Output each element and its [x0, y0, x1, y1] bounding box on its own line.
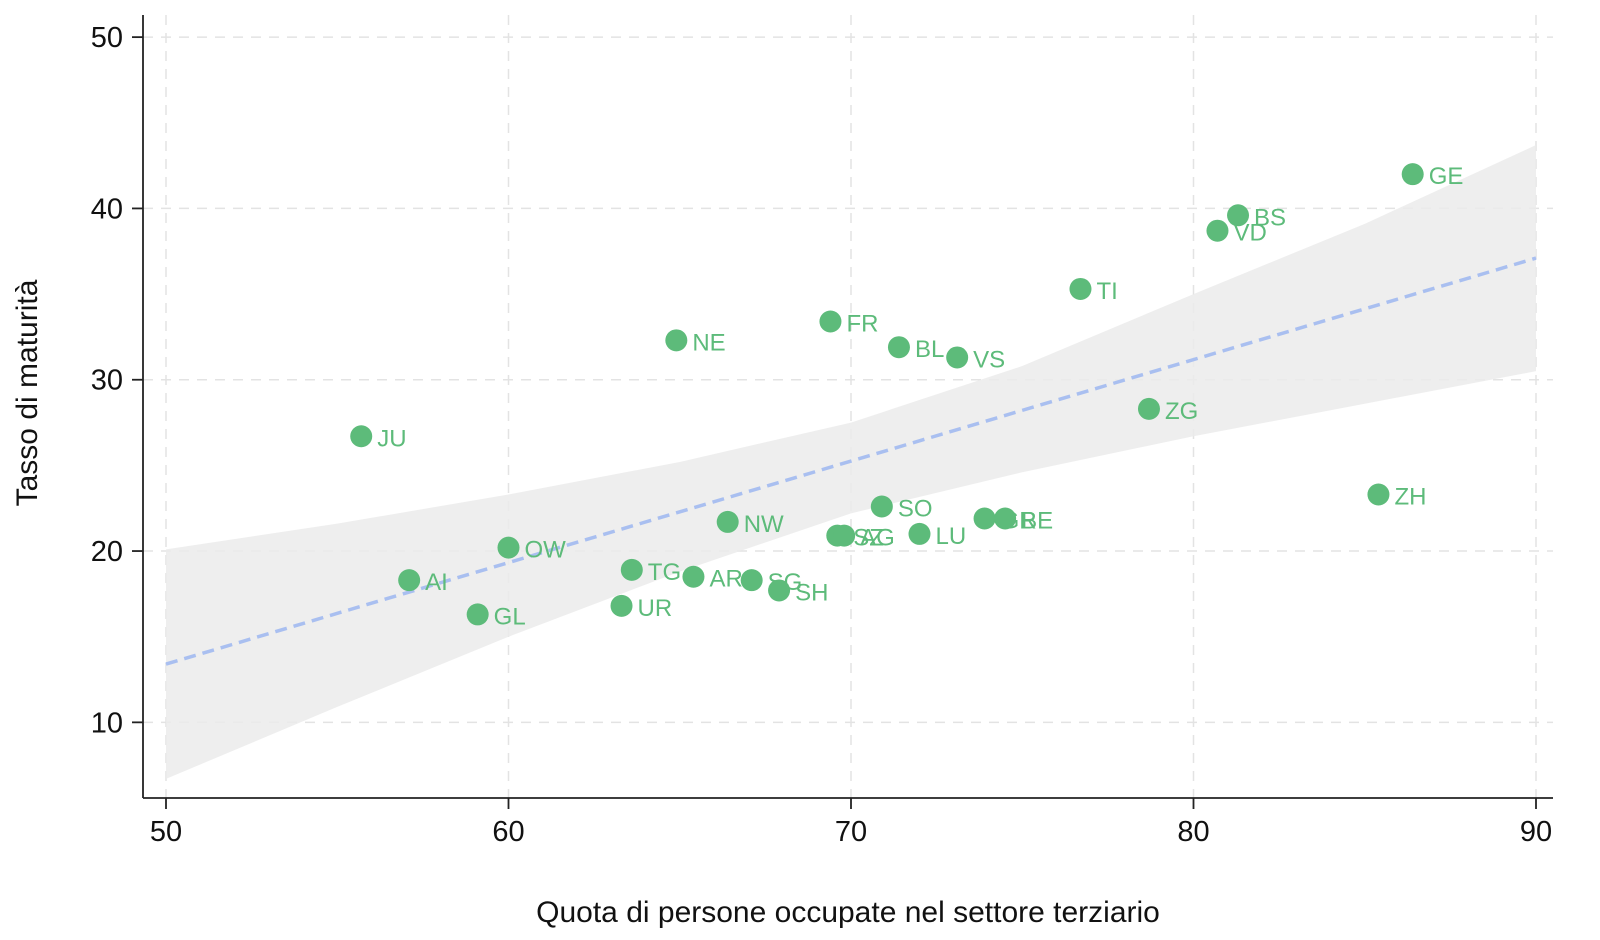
y-tick-label: 20 — [91, 536, 123, 568]
data-point-so — [870, 495, 893, 518]
data-label-ti: TI — [1096, 278, 1117, 305]
x-tick-label: 50 — [150, 816, 182, 848]
x-axis-title: Quota di persone occupate nel settore te… — [536, 896, 1160, 929]
x-tick-label: 90 — [1520, 816, 1552, 848]
data-point-gl — [466, 603, 489, 626]
y-tick-label: 30 — [91, 365, 123, 397]
data-label-ne: NE — [692, 329, 725, 356]
data-label-vs: VS — [973, 346, 1005, 373]
data-point-gr — [973, 507, 996, 530]
data-point-tg — [620, 558, 643, 581]
data-label-lu: LU — [936, 523, 967, 550]
data-label-ag: AG — [860, 525, 895, 552]
data-point-zh — [1367, 483, 1390, 506]
data-point-vs — [946, 346, 969, 369]
x-tick-label: 80 — [1177, 816, 1209, 848]
data-point-fr — [819, 310, 842, 333]
x-tick-label: 60 — [492, 816, 524, 848]
y-tick-label: 50 — [91, 22, 123, 54]
data-point-bl — [887, 336, 910, 359]
y-tick-label: 40 — [91, 193, 123, 225]
data-point-ur — [610, 594, 633, 617]
data-label-ge: GE — [1429, 163, 1464, 190]
data-point-zg — [1137, 397, 1160, 420]
axes: 10 20 30 40 50 50 60 70 80 90 — [91, 15, 1553, 848]
data-label-fr: FR — [846, 310, 878, 337]
data-point-ne — [665, 329, 688, 352]
data-point-ar — [682, 565, 705, 588]
data-label-be: BE — [1021, 507, 1053, 534]
data-label-sh: SH — [795, 579, 828, 606]
data-label-zg: ZG — [1165, 398, 1198, 425]
data-label-ur: UR — [638, 595, 673, 622]
data-point-ge — [1401, 163, 1424, 186]
data-label-bl: BL — [915, 336, 944, 363]
data-point-bs — [1227, 204, 1250, 227]
data-label-ai: AI — [425, 569, 448, 596]
x-tick-label: 70 — [835, 816, 867, 848]
data-point-sg — [740, 569, 763, 592]
fit-line — [165, 256, 1537, 666]
y-tick-label: 10 — [91, 707, 123, 739]
data-label-so: SO — [898, 496, 933, 523]
data-label-ar: AR — [709, 566, 742, 593]
data-point-nw — [716, 510, 739, 533]
y-axis-title: Tasso di maturità — [11, 279, 44, 506]
data-point-ag — [833, 524, 856, 547]
data-label-zh: ZH — [1394, 484, 1426, 511]
data-points: JUAIGLOWURTGNEARNWSGSHFRSZAGSOBLLUVSGRBE… — [350, 163, 1463, 630]
data-label-sz: SZ — [853, 525, 884, 552]
data-point-be — [994, 507, 1017, 530]
data-point-vd — [1206, 219, 1229, 242]
data-point-sh — [768, 579, 791, 602]
data-label-nw: NW — [744, 511, 784, 538]
data-label-bs: BS — [1254, 204, 1286, 231]
data-point-lu — [908, 522, 931, 545]
data-point-ai — [398, 569, 421, 592]
data-label-gl: GL — [494, 603, 526, 630]
data-label-tg: TG — [648, 559, 681, 586]
data-label-ju: JU — [377, 425, 406, 452]
data-label-ow: OW — [525, 537, 567, 564]
data-point-ow — [497, 536, 520, 559]
data-point-ti — [1069, 277, 1092, 300]
data-point-ju — [350, 425, 373, 448]
